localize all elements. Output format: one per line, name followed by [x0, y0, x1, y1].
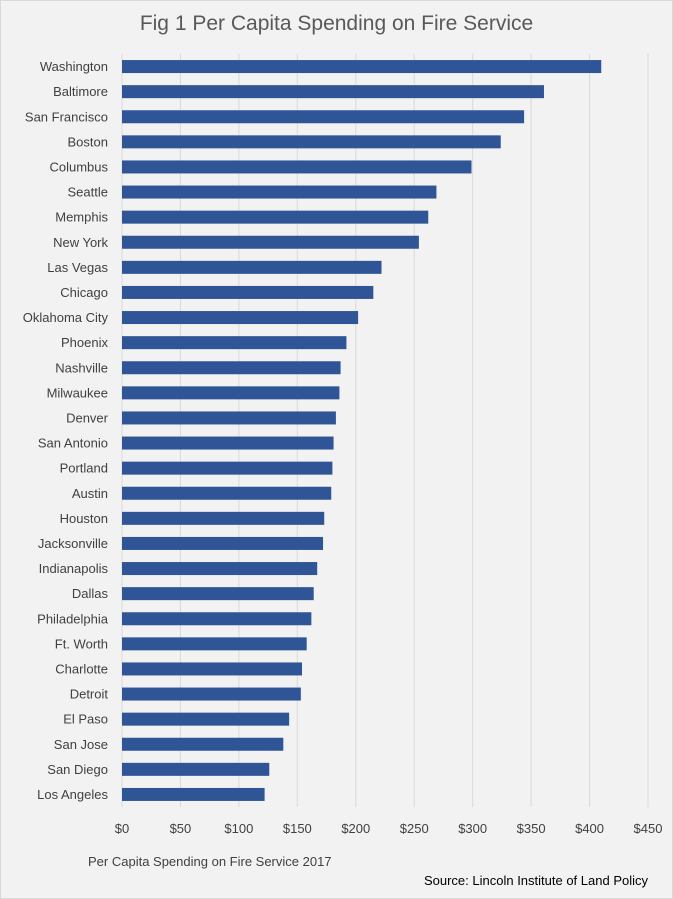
chart-title: Fig 1 Per Capita Spending on Fire Servic… — [139, 12, 534, 35]
bar — [122, 260, 382, 274]
category-label: Milwaukee — [47, 385, 108, 400]
category-label: Seattle — [68, 185, 108, 200]
bar — [122, 160, 472, 174]
category-label: Portland — [60, 461, 108, 476]
category-label: Detroit — [70, 687, 109, 702]
x-tick-label: $200 — [341, 821, 370, 836]
bar — [122, 587, 314, 601]
series-label: Per Capita Spending on Fire Service 2017 — [88, 854, 332, 869]
bar — [122, 486, 332, 500]
bar — [122, 712, 290, 726]
bar — [122, 285, 374, 299]
bar — [122, 612, 312, 626]
bar — [122, 662, 303, 676]
bar — [122, 361, 341, 375]
bar — [122, 386, 340, 400]
category-label: Dallas — [72, 586, 109, 601]
bar — [122, 687, 301, 701]
bar — [122, 637, 307, 651]
category-label: Columbus — [49, 159, 108, 174]
bar — [122, 511, 325, 525]
category-label: Baltimore — [53, 84, 108, 99]
bar — [122, 235, 419, 249]
source-note: Source: Lincoln Institute of Land Policy — [423, 873, 648, 888]
x-tick-label: $50 — [170, 821, 192, 836]
bar — [122, 787, 265, 801]
bar — [122, 185, 437, 199]
bar — [122, 60, 602, 74]
x-tick-label: $450 — [634, 821, 663, 836]
bar — [122, 210, 429, 224]
category-label: New York — [53, 235, 108, 250]
bar — [122, 536, 324, 550]
category-label: Oklahoma City — [23, 310, 109, 325]
x-tick-label: $0 — [115, 821, 129, 836]
category-label: Ft. Worth — [55, 636, 108, 651]
x-tick-label: $300 — [458, 821, 487, 836]
category-label: Los Angeles — [37, 787, 108, 802]
category-label: Denver — [66, 410, 109, 425]
category-label: Indianapolis — [39, 561, 109, 576]
bar — [122, 110, 525, 124]
bar — [122, 562, 318, 576]
category-label: Philadelphia — [37, 611, 109, 626]
bar — [122, 311, 359, 325]
category-label: Jacksonville — [38, 536, 108, 551]
category-label: San Diego — [47, 762, 108, 777]
category-label: San Antonio — [38, 436, 108, 451]
category-label: Chicago — [60, 285, 108, 300]
x-tick-label: $400 — [575, 821, 604, 836]
category-label: San Francisco — [25, 109, 108, 124]
bar — [122, 85, 544, 99]
category-label: Washington — [40, 59, 108, 74]
category-label: Austin — [72, 486, 108, 501]
x-tick-label: $350 — [517, 821, 546, 836]
x-tick-label: $150 — [283, 821, 312, 836]
bar — [122, 436, 334, 450]
x-tick-label: $100 — [224, 821, 253, 836]
bar — [122, 461, 333, 475]
category-label: Nashville — [55, 360, 108, 375]
category-label: Boston — [68, 134, 108, 149]
x-tick-label: $250 — [400, 821, 429, 836]
category-label: Houston — [60, 511, 108, 526]
bar — [122, 411, 336, 425]
category-label: Las Vegas — [47, 260, 108, 275]
category-label: San Jose — [54, 737, 108, 752]
bar — [122, 737, 284, 751]
bar — [122, 135, 501, 149]
bar — [122, 762, 270, 776]
category-label: Memphis — [55, 210, 108, 225]
category-label: Phoenix — [61, 335, 108, 350]
category-label: El Paso — [63, 712, 108, 727]
category-label: Charlotte — [55, 661, 108, 676]
bar — [122, 336, 347, 350]
